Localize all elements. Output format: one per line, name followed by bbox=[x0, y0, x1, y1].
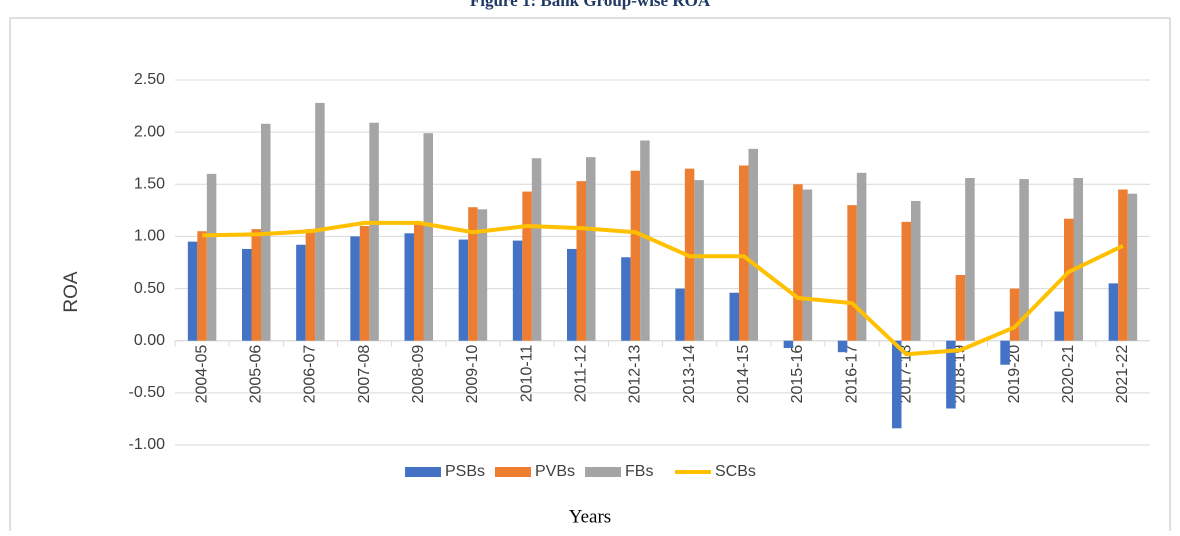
x-tick-label: 2015-16 bbox=[789, 345, 806, 404]
y-tick-label: 0.00 bbox=[134, 332, 165, 349]
bar bbox=[477, 209, 488, 341]
bar bbox=[359, 226, 370, 341]
bar bbox=[630, 170, 641, 341]
x-tick-label: 2016-17 bbox=[843, 345, 860, 404]
bar bbox=[965, 178, 975, 341]
y-tick-label: 1.00 bbox=[134, 228, 165, 245]
bar bbox=[522, 191, 532, 341]
bar bbox=[621, 257, 631, 341]
bar bbox=[242, 248, 252, 341]
legend-swatch bbox=[585, 467, 621, 477]
bar bbox=[911, 200, 921, 341]
legend-label: FBs bbox=[625, 463, 653, 480]
bar bbox=[1127, 193, 1138, 341]
x-tick-label: 2006-07 bbox=[302, 345, 319, 404]
bar bbox=[404, 233, 414, 341]
bar bbox=[576, 181, 586, 341]
bar bbox=[567, 248, 577, 341]
y-tick-label: -1.00 bbox=[129, 436, 166, 453]
x-tick-label: 2012-13 bbox=[627, 345, 644, 404]
bar bbox=[423, 133, 433, 341]
bar bbox=[1019, 179, 1029, 341]
x-tick-label: 2013-14 bbox=[681, 345, 698, 404]
bar bbox=[892, 340, 902, 429]
bar bbox=[748, 148, 758, 341]
bar bbox=[1009, 288, 1020, 341]
bar bbox=[946, 340, 956, 409]
bar bbox=[793, 184, 803, 341]
bar bbox=[783, 340, 794, 349]
bar bbox=[206, 173, 217, 341]
x-tick-label: 2010-11 bbox=[518, 345, 535, 403]
x-tick-label: 2017-18 bbox=[897, 345, 914, 404]
bar bbox=[197, 231, 207, 341]
x-axis-title: Years bbox=[569, 506, 611, 527]
bar bbox=[458, 239, 469, 341]
bar bbox=[512, 240, 523, 341]
bar bbox=[586, 157, 596, 341]
legend-swatch bbox=[495, 467, 531, 477]
bar bbox=[468, 207, 478, 341]
y-tick-label: 2.50 bbox=[134, 71, 165, 88]
bar bbox=[1073, 178, 1083, 341]
line bbox=[202, 220, 1124, 357]
bar bbox=[414, 222, 424, 341]
bar bbox=[1000, 340, 1010, 365]
y-tick-label: -0.50 bbox=[129, 384, 166, 401]
legend-label: PVBs bbox=[535, 463, 575, 480]
legend-label: SCBs bbox=[715, 463, 756, 480]
bar bbox=[955, 275, 966, 341]
legend-swatch bbox=[405, 467, 441, 477]
bar bbox=[1118, 189, 1128, 341]
bar bbox=[640, 140, 650, 341]
y-tick-label: 0.50 bbox=[134, 280, 165, 297]
x-tick-label: 2009-10 bbox=[464, 345, 481, 404]
x-tick-label: 2008-09 bbox=[410, 345, 427, 404]
y-tick-label: 2.00 bbox=[134, 123, 165, 140]
x-tick-label: 2020-21 bbox=[1060, 345, 1077, 404]
bar bbox=[675, 288, 685, 341]
bar bbox=[531, 158, 542, 341]
bar bbox=[1054, 311, 1064, 341]
bar bbox=[369, 122, 379, 341]
x-tick-label: 2018-19 bbox=[952, 345, 969, 404]
bar bbox=[739, 165, 749, 341]
x-tick-label: 2011-12 bbox=[572, 345, 589, 403]
bar bbox=[1108, 283, 1119, 341]
bar bbox=[251, 229, 261, 341]
y-axis-title: ROA bbox=[61, 271, 82, 313]
chart-title: Figure 1: Bank Group-wise ROA bbox=[470, 0, 711, 10]
bar bbox=[847, 205, 857, 341]
bar bbox=[802, 189, 813, 341]
bar bbox=[694, 180, 704, 341]
bar bbox=[296, 244, 306, 341]
x-tick-label: 2007-08 bbox=[356, 345, 373, 404]
bar bbox=[350, 236, 360, 341]
bar bbox=[1064, 218, 1074, 341]
bar bbox=[187, 241, 198, 341]
bar bbox=[729, 292, 739, 341]
x-tick-label: 2005-06 bbox=[247, 345, 264, 404]
bar bbox=[315, 102, 325, 341]
chart-border bbox=[9, 17, 1171, 536]
x-tick-label: 2014-15 bbox=[735, 345, 752, 404]
bar bbox=[856, 172, 867, 341]
bar bbox=[305, 229, 316, 341]
legend-label: PSBs bbox=[445, 463, 485, 480]
y-tick-label: 1.50 bbox=[134, 176, 165, 193]
x-tick-label: 2019-20 bbox=[1006, 345, 1023, 404]
bar bbox=[901, 221, 911, 341]
x-tick-label: 2021-22 bbox=[1114, 345, 1131, 404]
x-tick-label: 2004-05 bbox=[193, 345, 210, 404]
bar bbox=[837, 340, 848, 353]
